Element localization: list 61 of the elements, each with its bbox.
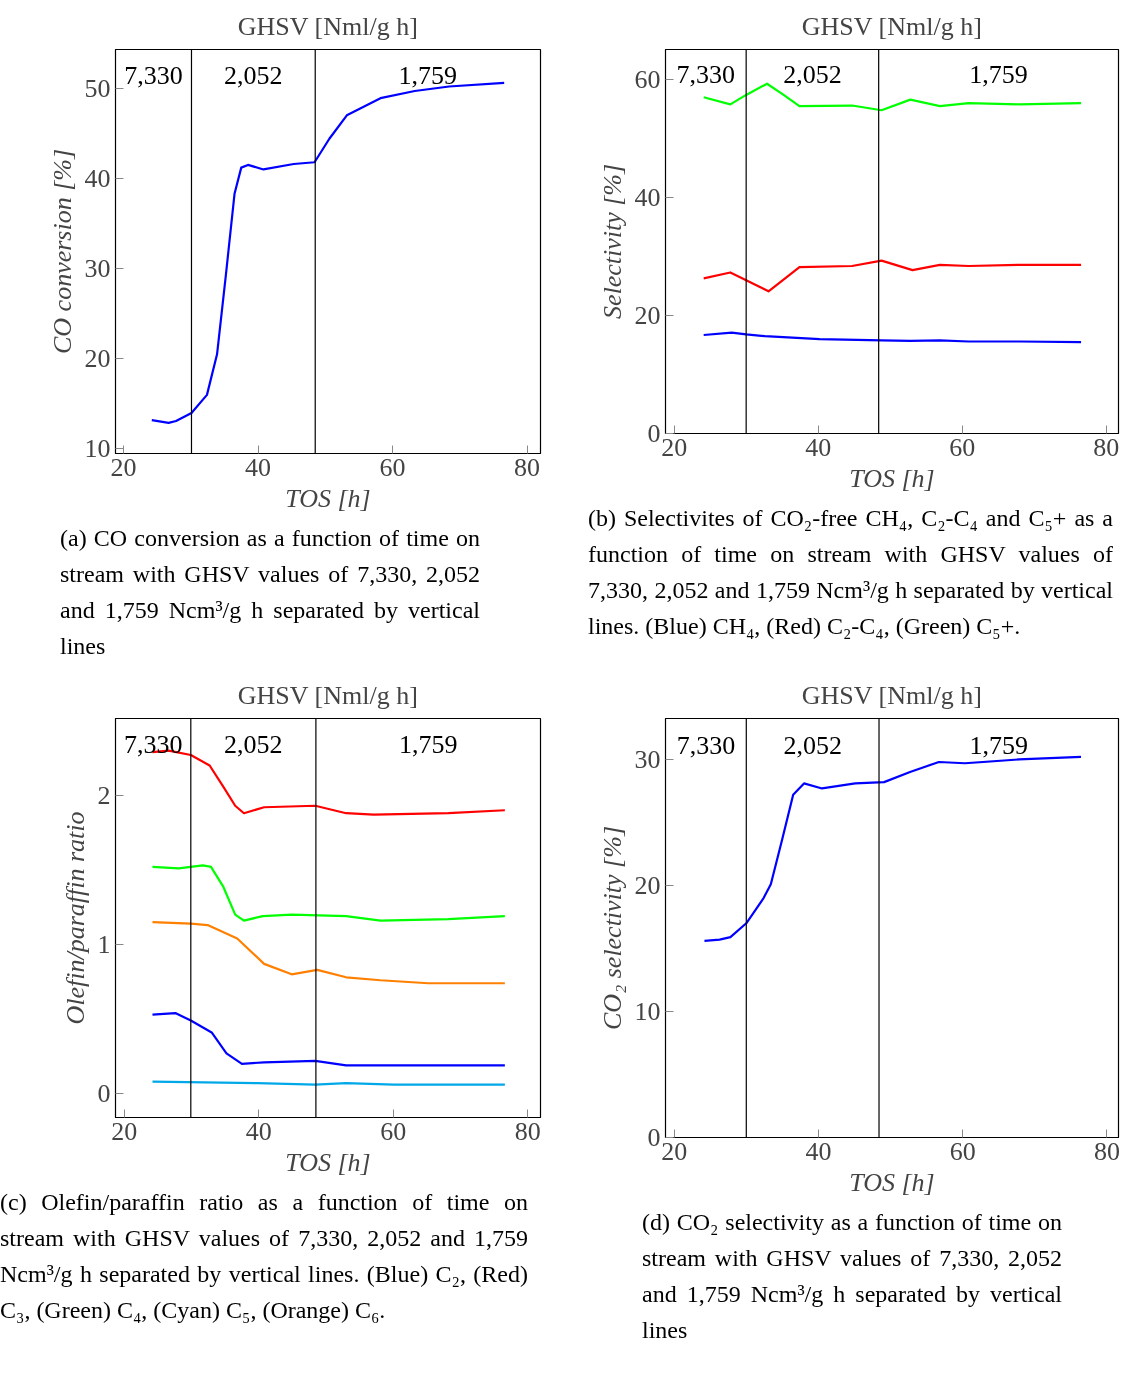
y-axis-title: Selectivity [%]: [597, 163, 627, 320]
x-tick-label: 60: [380, 1116, 407, 1146]
y-tick-label: 0: [97, 1079, 111, 1109]
line-series: [702, 331, 1083, 344]
x-tick-label: 80: [1093, 432, 1120, 462]
annotation: 7,330: [676, 59, 736, 89]
x-tick-label: 40: [245, 452, 272, 482]
text: (b) Selectivites of CO₂-free CH₄, C₂-C₄ and C₅+ as a function of time on stream with GHSV values of 7,330, 2,052 and 1,759 Ncm³/g h separated by vertical lines. (Blue) CH₄, (Red) C₂-C₄, (Green) C₅+.: [588, 504, 1113, 641]
x-tick-label: 40: [245, 1116, 272, 1146]
x-tick-label: 80: [514, 1116, 541, 1146]
x-tick-label: 80: [514, 452, 541, 482]
y-tick-label: 20: [634, 870, 661, 900]
annotation: 2,052: [224, 729, 283, 759]
y-tick-label: 10: [84, 434, 111, 464]
y-tick-label: 2: [97, 780, 111, 810]
y-tick-label: 0: [647, 419, 661, 448]
text: (a) CO conversion as a function of time on stream with GHSV values of 7,330, 2,052 and 1,759 Ncm³/g h separated by vertical lines: [60, 524, 480, 661]
y-axis-title: Olefin/paraffin ratio: [60, 811, 90, 1025]
annotation: 7,330: [124, 61, 183, 91]
annotation: 1,759: [398, 729, 458, 759]
line-series: [151, 864, 506, 922]
y-tick-label: 1: [97, 929, 111, 959]
annotation: 2,052: [783, 731, 842, 761]
y-tick-label: 40: [634, 183, 661, 213]
line-series: [151, 1011, 506, 1067]
annotation: 1,759: [969, 59, 1028, 89]
y-tick-label: 30: [84, 254, 111, 284]
x-tick-label: 80: [1093, 1136, 1120, 1166]
annotation: 7,330: [676, 731, 736, 761]
y-axis-title: CO conversion [%]: [47, 148, 77, 355]
x-axis-title: TOS [h]: [285, 483, 371, 513]
annotation: 1,759: [969, 731, 1029, 761]
x-tick-label: 40: [805, 1136, 832, 1166]
chart-title: GHSV [Nml/g h]: [237, 680, 418, 710]
y-tick-label: 30: [634, 744, 661, 774]
chart-title: GHSV [Nml/g h]: [801, 680, 982, 710]
y-tick-label: 20: [84, 344, 111, 374]
annotation: 1,759: [398, 61, 458, 91]
line-series: [702, 259, 1083, 293]
annotation: 7,330: [123, 729, 183, 759]
x-tick-label: 40: [805, 432, 832, 462]
y-tick-label: 50: [84, 73, 111, 103]
y-tick-label: 40: [84, 163, 111, 193]
x-axis-title: TOS [h]: [849, 1167, 935, 1197]
annotation: 2,052: [783, 59, 842, 89]
chart-title: GHSV [Nml/g h]: [237, 11, 418, 41]
text: (d) CO₂ selectivity as a function of time on stream with GHSV values of 7,330, 2,052 and 1,759 Ncm³/g h separated by vertical lines: [642, 1208, 1062, 1345]
x-axis-title: TOS [h]: [849, 463, 935, 493]
y-tick-label: 10: [634, 996, 661, 1026]
x-tick-label: 60: [949, 432, 976, 462]
y-tick-label: 0: [647, 1123, 661, 1152]
text: (c) Olefin/paraffin ratio as a function of time on stream with GHSV values of 7,330, 2,052 and 1,759 Ncm³/g h separated by vertical lines. (Blue) C₂, (Red) C₃, (Green) C₄, (Cyan) C₅, (Orange) C₆.: [0, 1188, 528, 1325]
x-tick-label: 60: [949, 1136, 976, 1166]
line-series: [151, 921, 506, 985]
y-axis-title: CO₂ selectivity [%]: [597, 825, 627, 1030]
y-tick-label: 20: [634, 301, 661, 331]
x-axis-title: TOS [h]: [285, 1147, 371, 1177]
x-tick-label: 60: [379, 452, 406, 482]
chart-title: GHSV [Nml/g h]: [801, 11, 982, 41]
y-tick-label: 60: [634, 65, 661, 95]
annotation: 2,052: [224, 61, 283, 91]
